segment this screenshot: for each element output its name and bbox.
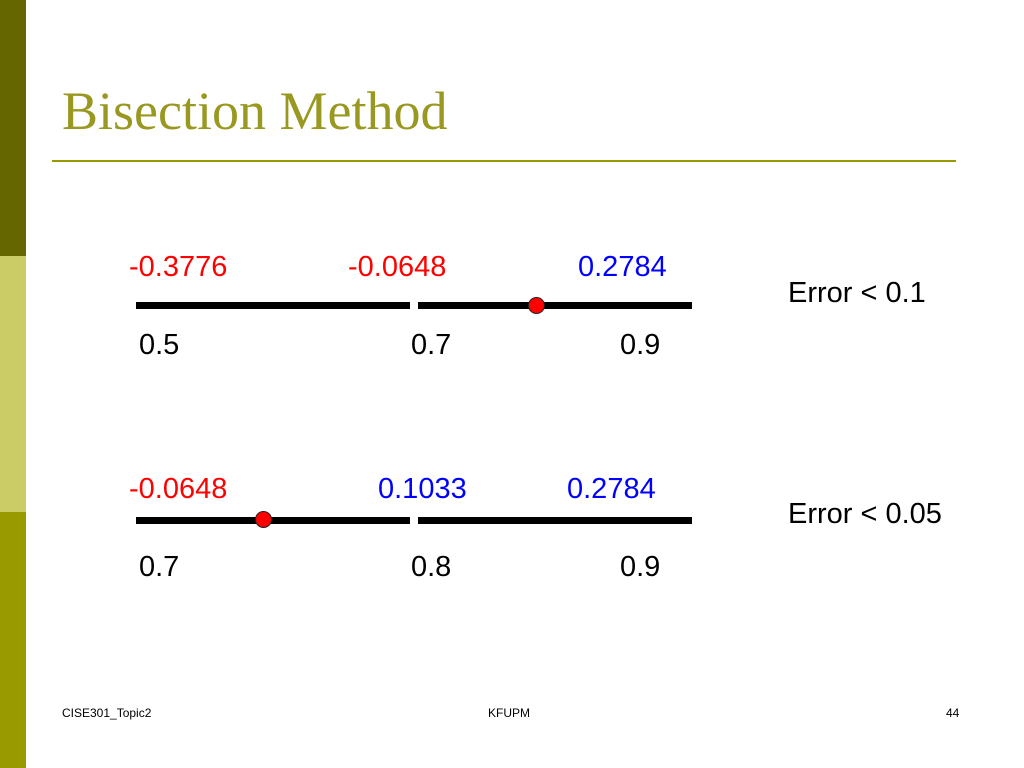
footer-institution: KFUPM <box>488 706 530 720</box>
sidebar-light-block <box>0 256 26 512</box>
row1-f-left: -0.3776 <box>129 251 228 283</box>
row2-midpoint-marker <box>255 511 272 528</box>
row2-f-left: -0.0648 <box>129 473 228 505</box>
row1-x-right: 0.9 <box>620 329 661 361</box>
title-underline <box>52 160 956 162</box>
row1-f-right: 0.2784 <box>578 251 667 283</box>
row2-left-segment <box>136 517 410 524</box>
row2-error-label: Error < 0.05 <box>788 498 942 530</box>
row2-f-mid: 0.1033 <box>378 473 467 505</box>
sidebar-dark-block <box>0 0 26 256</box>
row2-x-left: 0.7 <box>139 551 180 583</box>
row1-x-mid: 0.7 <box>411 329 452 361</box>
footer-course: CISE301_Topic2 <box>62 706 152 720</box>
row2-x-mid: 0.8 <box>411 551 452 583</box>
row1-right-segment <box>418 302 692 309</box>
slide-title: Bisection Method <box>62 81 448 141</box>
row2-right-segment <box>418 517 692 524</box>
footer-page-number: 44 <box>946 706 960 720</box>
row1-error-label: Error < 0.1 <box>788 277 926 309</box>
row1-midpoint-marker <box>528 297 545 314</box>
sidebar-mid-block <box>0 512 26 768</box>
row1-x-left: 0.5 <box>139 329 180 361</box>
row1-left-segment <box>136 302 410 309</box>
row2-x-right: 0.9 <box>620 551 661 583</box>
row2-f-right: 0.2784 <box>567 473 656 505</box>
row1-f-mid: -0.0648 <box>348 251 447 283</box>
